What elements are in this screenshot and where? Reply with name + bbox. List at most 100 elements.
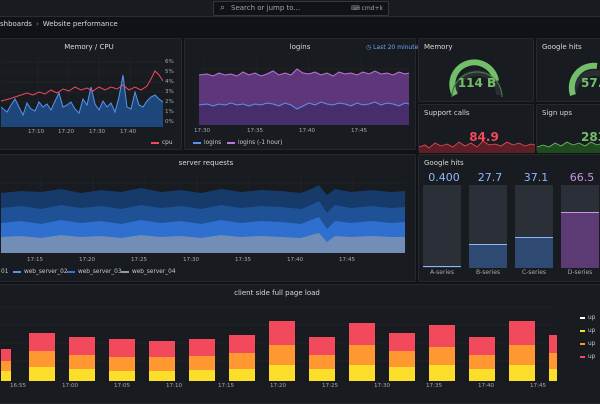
panel-logins[interactable]: logins ◷ Last 20 minutes 17:30 17:35 17:… — [184, 38, 421, 150]
shortcut-hint: ⌨ cmd+k — [350, 5, 383, 12]
breadcrumb: shboards › Website performance — [0, 18, 118, 31]
panel-title: Memory / CPU — [64, 43, 114, 51]
memory-gauge — [449, 59, 503, 98]
breadcrumb-current[interactable]: Website performance — [42, 20, 118, 28]
panel-title: Google hits — [424, 159, 464, 167]
logins-line — [199, 101, 409, 110]
x-tick: 17:45 — [339, 257, 356, 263]
stat-value: 84.9 — [469, 130, 499, 144]
logins-area — [199, 102, 409, 125]
panel-title: Google hits — [542, 43, 582, 51]
legend-item-web-server-02[interactable]: web_server_02 — [13, 269, 68, 276]
x-tick: 17:30 — [194, 128, 211, 134]
breadcrumb-separator: › — [35, 20, 39, 28]
x-tick: 17:40 — [287, 257, 304, 263]
bar-value-a: 0.400 — [428, 171, 460, 184]
x-tick: 17:00 — [62, 383, 79, 389]
memory-area — [1, 75, 163, 127]
y-tick: 3% — [165, 89, 174, 95]
legend-item-up[interactable]: up — [580, 354, 595, 361]
legend-item-logins-hour[interactable]: logins (-1 hour) — [227, 140, 282, 147]
bar-label-b: B-series — [475, 269, 501, 276]
panel-title: client side full page load — [234, 289, 320, 297]
panel-title: Memory — [424, 43, 453, 51]
bar-value-d: 66.5 — [569, 171, 595, 184]
bar-value-b: 27.7 — [477, 171, 503, 184]
x-tick: 17:30 — [374, 383, 391, 389]
x-tick: 17:15 — [218, 383, 235, 389]
y-tick: 6% — [165, 59, 174, 65]
x-tick: 17:20 — [79, 257, 96, 263]
y-tick: 0% — [165, 119, 174, 125]
server-requests-graph — [1, 175, 405, 253]
bar-c[interactable] — [515, 237, 553, 268]
panel-title: server requests — [178, 159, 234, 167]
legend-item-up[interactable]: up — [580, 315, 595, 322]
x-tick: 17:45 — [530, 383, 547, 389]
x-tick: 17:40 — [299, 128, 316, 134]
x-tick: 17:35 — [247, 128, 264, 134]
client-load-graph — [1, 306, 557, 381]
panel-title: logins — [289, 43, 311, 51]
bar-label-a: A-series — [430, 269, 454, 276]
panel-server-requests[interactable]: server requests 17:15 17:20 17:25 17:30 … — [0, 154, 416, 282]
x-tick: 17:35 — [235, 257, 252, 263]
x-tick: 17:30 — [183, 257, 200, 263]
y-tick: 1% — [165, 109, 174, 115]
panel-google-hits-bars[interactable]: Google hits 0.400 27.7 37.1 66.5 A-serie… — [418, 154, 600, 282]
legend-item-up[interactable]: up — [580, 328, 595, 335]
x-tick: 17:25 — [322, 383, 339, 389]
x-tick: 17:45 — [351, 128, 368, 134]
bar-d[interactable] — [561, 212, 599, 268]
search-placeholder: Search or jump to... — [231, 4, 301, 12]
stacked-bars — [1, 321, 557, 381]
search-input[interactable]: ⌕ Search or jump to... ⌨ cmd+k — [213, 1, 389, 16]
legend-item-logins[interactable]: logins — [193, 140, 221, 147]
stat-value: 283 — [581, 130, 600, 144]
x-tick: 16:55 — [10, 383, 27, 389]
support-calls-sparkline — [419, 140, 535, 153]
x-tick: 17:40 — [478, 383, 495, 389]
x-tick: 17:15 — [27, 257, 44, 263]
y-tick: 5% — [165, 69, 174, 75]
time-range-badge[interactable]: ◷ Last 20 minutes — [366, 44, 422, 51]
bar-b[interactable] — [469, 244, 507, 268]
panel-memory-cpu[interactable]: Memory / CPU 6% 5% 4% 3% 2% 1% 0% 17:10 … — [0, 38, 182, 150]
x-tick: 17:20 — [58, 129, 75, 135]
legend-item-up[interactable]: up — [580, 341, 595, 348]
legend-item-cpu[interactable]: cpu — [151, 140, 173, 147]
bar-a-track — [423, 185, 461, 267]
series-area-04 — [1, 233, 405, 253]
y-tick: 4% — [165, 79, 174, 85]
bar-label-d: D-series — [567, 269, 593, 276]
sign-ups-sparkline — [537, 141, 600, 153]
x-tick: 17:10 — [166, 383, 183, 389]
x-tick: 17:05 — [114, 383, 131, 389]
panel-client-load[interactable]: client side full page load 16:55 17:00 1… — [0, 284, 600, 404]
panel-google-hits-gauge[interactable]: Google hits 57. — [536, 38, 600, 102]
bar-a[interactable] — [423, 266, 461, 268]
clock-icon: ◷ — [366, 44, 372, 51]
legend-item-web-server-04[interactable]: web_server_04 — [121, 269, 176, 276]
x-tick: 17:10 — [28, 129, 45, 135]
panel-title: Sign ups — [542, 109, 573, 117]
bar-value-c: 37.1 — [523, 171, 549, 184]
memory-cpu-graph — [1, 57, 163, 127]
legend-item-web-server-03[interactable]: web_server_03 — [67, 269, 122, 276]
google-hits-gauge — [568, 62, 600, 96]
gauge-value: 57. — [581, 76, 600, 90]
x-tick: 17:40 — [120, 129, 137, 135]
x-tick: 17:35 — [426, 383, 443, 389]
breadcrumb-parent[interactable]: shboards — [0, 20, 32, 28]
top-bar: ⌕ Search or jump to... ⌨ cmd+k — [0, 0, 600, 17]
legend-item-web-server-01[interactable]: 01 — [1, 269, 9, 275]
panel-memory-gauge[interactable]: Memory 114 B — [418, 38, 534, 102]
search-icon: ⌕ — [220, 3, 226, 13]
y-tick: 2% — [165, 99, 174, 105]
cpu-line — [1, 70, 163, 102]
logins-hour-line — [199, 68, 409, 77]
panel-sign-ups[interactable]: Sign ups 283 — [536, 104, 600, 153]
x-tick: 17:30 — [89, 129, 106, 135]
panel-title: Support calls — [424, 109, 470, 117]
panel-support-calls[interactable]: Support calls 84.9 — [418, 104, 535, 153]
